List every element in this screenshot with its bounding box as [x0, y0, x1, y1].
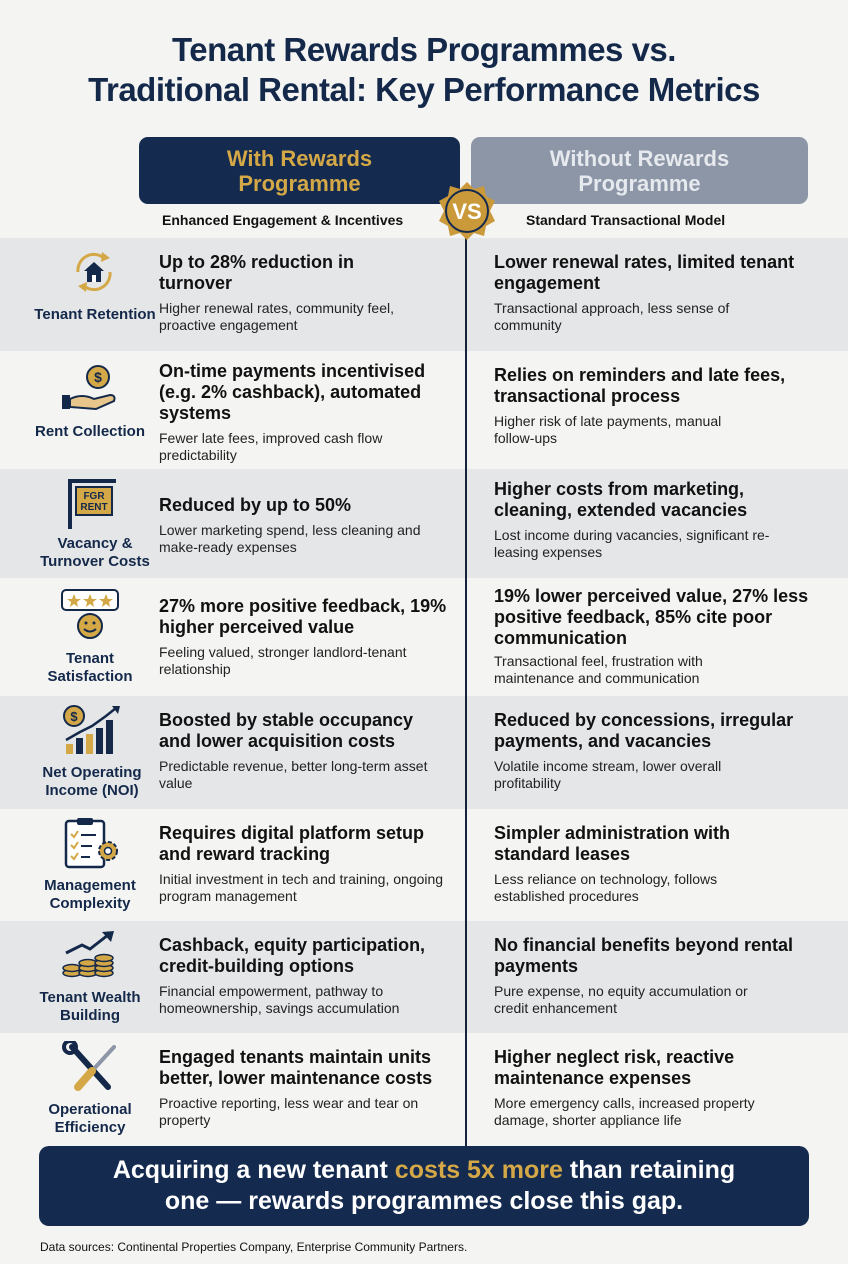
page-title: Tenant Rewards Programmes vs. Traditiona…: [0, 30, 848, 110]
cell-head: Reduced by concessions, irregular paymen…: [494, 710, 794, 751]
cell-desc: Financial empowerment, pathway to homeow…: [159, 983, 400, 1016]
cell-head: No financial benefits beyond rental paym…: [494, 935, 794, 976]
without-cell-tenant-wealth: No financial benefits beyond rental paym…: [494, 935, 814, 1017]
banner-highlight: costs 5x more: [394, 1156, 563, 1184]
cell-desc: Higher renewal rates, community feel, pr…: [159, 300, 394, 333]
metric-row-management-complexity: Management Complexity Requires digital p…: [0, 809, 848, 921]
cell-head: 19% lower perceived value, 27% less posi…: [494, 586, 809, 648]
svg-text:$: $: [70, 709, 78, 724]
label-rent-collection: Rent Collection: [34, 423, 145, 440]
column-divider: [465, 238, 467, 1148]
with-cell-tenant-satisfaction: 27% more positive feedback, 19% higher p…: [159, 596, 459, 678]
label-tenant-satisfaction: Tenant Satisfaction: [47, 650, 133, 685]
cell-head: Requires digital platform setup and rewa…: [159, 823, 425, 864]
cell-desc: Less reliance on technology, follows est…: [494, 871, 718, 904]
with-cell-rent-collection: On-time payments incentivised (e.g. 2% c…: [159, 361, 459, 464]
svg-text:RENT: RENT: [80, 502, 107, 513]
metric-row-vacancy-turnover: FGR RENT Vacancy & Turnover Costs Reduce…: [0, 469, 848, 578]
coin-hand-icon: $: [62, 365, 116, 411]
cell-desc: Higher risk of late payments, manual fol…: [494, 413, 722, 446]
without-cell-tenant-satisfaction: 19% lower perceived value, 27% less posi…: [494, 586, 814, 687]
banner-line-2: one — rewards programmes close this gap.: [164, 1187, 684, 1215]
metric-row-tenant-satisfaction: Tenant Satisfaction 27% more positive fe…: [0, 578, 848, 696]
without-rewards-header-text: Without Rewards Programme: [549, 145, 730, 196]
coin-stack-arrow-icon: [62, 931, 114, 978]
for-rent-sign-icon: FGR RENT: [68, 479, 116, 529]
cell-desc: Pure expense, no equity accumulation or …: [494, 983, 748, 1016]
with-cell-management-complexity: Requires digital platform setup and rewa…: [159, 823, 459, 905]
cell-desc: Transactional feel, frustration with mai…: [494, 653, 703, 686]
with-rewards-subtitle: Enhanced Engagement & Incentives: [162, 212, 404, 228]
cell-head: Up to 28% reduction in turnover: [159, 252, 355, 293]
cell-head: On-time payments incentivised (e.g. 2% c…: [159, 361, 426, 423]
cell-head: Simpler administration with standard lea…: [494, 823, 731, 864]
banner-line-1: Acquiring a new tenant costs 5x more tha…: [113, 1155, 735, 1186]
without-cell-rent-collection: Relies on reminders and late fees, trans…: [494, 365, 814, 447]
without-cell-operational-efficiency: Higher neglect risk, reactive maintenanc…: [494, 1047, 814, 1129]
cell-head: Boosted by stable occupancy and lower ac…: [159, 710, 414, 751]
cell-head: Higher costs from marketing, cleaning, e…: [494, 479, 748, 520]
title-line-2: Traditional Rental: Key Performance Metr…: [88, 71, 760, 108]
without-cell-vacancy-turnover: Higher costs from marketing, cleaning, e…: [494, 479, 814, 561]
label-tenant-retention: Tenant Retention: [34, 306, 156, 323]
metric-row-rent-collection: $ Rent Collection On-time payments incen…: [0, 351, 848, 469]
banner-text-1: Acquiring a new tenant: [112, 1156, 395, 1184]
vs-text: VS: [452, 199, 481, 224]
label-operational-efficiency: Operational Efficiency: [48, 1101, 132, 1136]
retention-banner: Acquiring a new tenant costs 5x more tha…: [39, 1146, 809, 1226]
without-rewards-header: Without Rewards Programme: [471, 137, 808, 204]
with-rewards-header-text: With Rewards Programme: [226, 145, 373, 196]
without-cell-noi: Reduced by concessions, irregular paymen…: [494, 710, 814, 792]
without-cell-management-complexity: Simpler administration with standard lea…: [494, 823, 814, 905]
with-cell-tenant-wealth: Cashback, equity participation, credit-b…: [159, 935, 459, 1017]
house-cycle-icon: [76, 252, 112, 292]
svg-text:$: $: [94, 369, 102, 385]
cell-desc: Feeling valued, stronger landlord-tenant…: [159, 644, 407, 677]
cell-desc: More emergency calls, increased property…: [494, 1095, 755, 1128]
label-vacancy-turnover: Vacancy & Turnover Costs: [40, 535, 150, 570]
cell-desc: Lower marketing spend, less cleaning and…: [159, 522, 421, 555]
cell-desc: Fewer late fees, improved cash flow pred…: [159, 430, 383, 463]
clipboard-gear-icon: [64, 818, 118, 869]
without-cell-tenant-retention: Lower renewal rates, limited tenant enga…: [494, 252, 814, 334]
cell-desc: Transactional approach, less sense of co…: [494, 300, 730, 333]
cell-head: 27% more positive feedback, 19% higher p…: [159, 596, 447, 637]
cell-desc: Lost income during vacancies, significan…: [494, 527, 770, 560]
stars-smiley-icon: [61, 589, 119, 639]
label-tenant-wealth: Tenant Wealth Building: [39, 989, 141, 1024]
wrench-screwdriver-icon: [62, 1041, 116, 1091]
with-cell-tenant-retention: Up to 28% reduction in turnover Higher r…: [159, 252, 459, 334]
with-cell-vacancy-turnover: Reduced by up to 50% Lower marketing spe…: [159, 495, 459, 556]
cell-head: Relies on reminders and late fees, trans…: [494, 365, 786, 406]
cell-desc: Proactive reporting, less wear and tear …: [159, 1095, 419, 1128]
svg-text:FGR: FGR: [83, 491, 105, 502]
cell-desc: Volatile income stream, lower overall pr…: [494, 758, 722, 791]
cell-desc: Initial investment in tech and training,…: [159, 871, 444, 904]
cell-head: Reduced by up to 50%: [159, 495, 352, 515]
cell-desc: Predictable revenue, better long-term as…: [159, 758, 428, 791]
metric-row-noi: $ Net Operating Income (NOI) Boosted by …: [0, 696, 848, 809]
metric-row-operational-efficiency: Operational Efficiency Engaged tenants m…: [0, 1033, 848, 1146]
with-cell-noi: Boosted by stable occupancy and lower ac…: [159, 710, 459, 792]
cell-head: Lower renewal rates, limited tenant enga…: [494, 252, 795, 293]
metric-row-tenant-wealth: Tenant Wealth Building Cashback, equity …: [0, 921, 848, 1033]
with-rewards-header: With Rewards Programme: [139, 137, 460, 204]
title-line-1: Tenant Rewards Programmes vs.: [172, 31, 676, 68]
metric-row-tenant-retention: Tenant Retention Up to 28% reduction in …: [0, 238, 848, 351]
label-management-complexity: Management Complexity: [44, 877, 136, 912]
data-sources: Data sources: Continental Properties Com…: [40, 1240, 468, 1254]
growth-chart-icon: $: [63, 705, 120, 754]
without-rewards-subtitle: Standard Transactional Model: [526, 212, 726, 228]
with-cell-operational-efficiency: Engaged tenants maintain units better, l…: [159, 1047, 459, 1129]
banner-text-2: than retaining: [562, 1156, 736, 1184]
label-noi: Net Operating Income (NOI): [42, 764, 142, 799]
cell-head: Cashback, equity participation, credit-b…: [159, 935, 426, 976]
cell-head: Engaged tenants maintain units better, l…: [159, 1047, 433, 1088]
vs-badge: VS: [439, 182, 495, 240]
cell-head: Higher neglect risk, reactive maintenanc…: [494, 1047, 735, 1088]
